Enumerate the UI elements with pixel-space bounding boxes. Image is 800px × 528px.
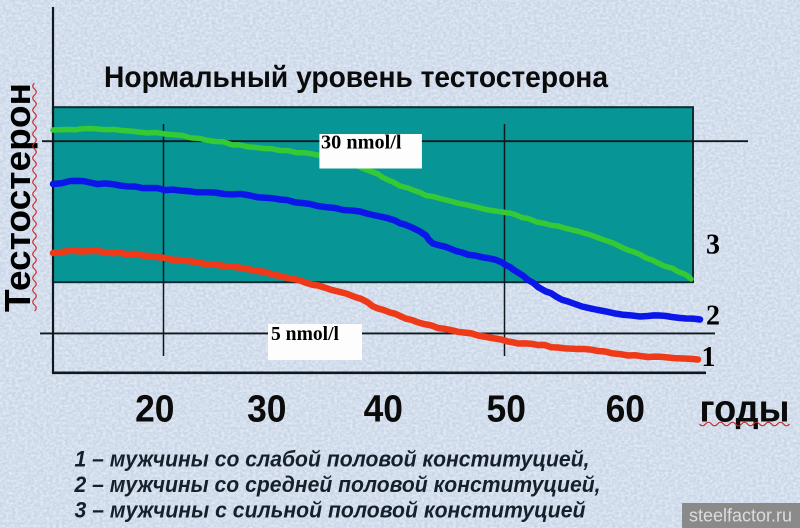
- svg-text:2: 2: [706, 301, 720, 332]
- svg-text:3: 3: [706, 230, 720, 261]
- svg-text:2 – мужчины со средней половой: 2 – мужчины со средней половой конституц…: [74, 472, 601, 497]
- svg-text:годы: годы: [700, 389, 790, 431]
- svg-text:20: 20: [135, 389, 174, 431]
- svg-text:steelfactor.ru: steelfactor.ru: [689, 506, 792, 526]
- svg-text:Тестостерон: Тестостерон: [0, 83, 38, 312]
- svg-text:1 – мужчины со слабой половой: 1 – мужчины со слабой половой конституци…: [75, 447, 590, 472]
- svg-text:40: 40: [364, 389, 403, 431]
- svg-text:5 nmol/l: 5 nmol/l: [271, 323, 339, 345]
- svg-text:30: 30: [247, 389, 286, 431]
- svg-text:3 – мужчины с сильной половой: 3 – мужчины с сильной половой конституци…: [75, 498, 587, 523]
- svg-text:50: 50: [487, 389, 526, 431]
- svg-text:1: 1: [702, 342, 716, 373]
- svg-text:60: 60: [606, 389, 645, 431]
- svg-text:30 nmol/l: 30 nmol/l: [321, 132, 402, 154]
- svg-text:Нормальный уровень тестостерон: Нормальный уровень тестостерона: [104, 61, 608, 94]
